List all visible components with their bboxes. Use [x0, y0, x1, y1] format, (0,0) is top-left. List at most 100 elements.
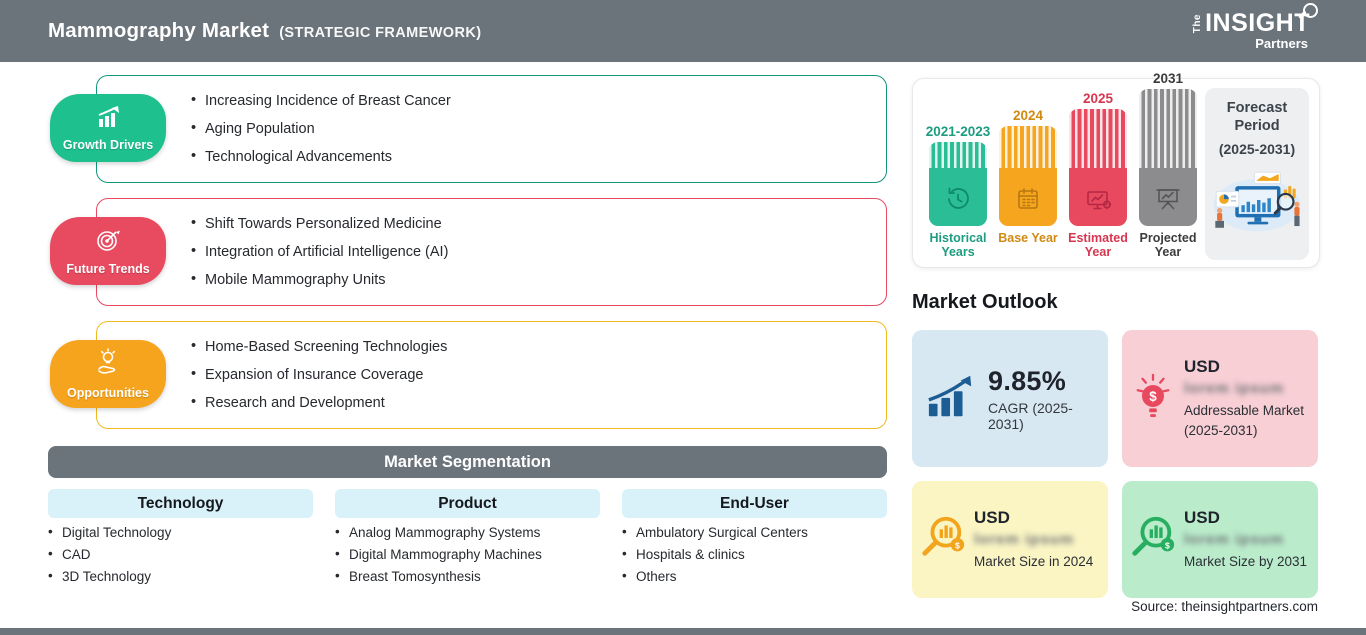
cagr-label: CAGR (2025-2031): [988, 399, 1073, 432]
projector-screen-icon: [1154, 186, 1182, 217]
magnifier-chart-icon: $: [917, 513, 969, 566]
list-item: Technological Advancements: [191, 148, 886, 165]
svg-text:$: $: [1165, 541, 1170, 551]
timeline-year: 2021-2023: [925, 124, 991, 139]
technology-list: Digital Technology CAD 3D Technology: [48, 524, 323, 584]
future-trends-box: Shift Towards Personalized Medicine Inte…: [96, 198, 887, 306]
list-item: Others: [622, 568, 897, 584]
market-segmentation-bar: Market Segmentation: [48, 446, 887, 478]
page-title: Mammography Market: [48, 19, 270, 42]
list-item: 3D Technology: [48, 568, 323, 584]
currency-label: USD: [974, 507, 1010, 527]
header-titles: Mammography Market (STRATEGIC FRAMEWORK): [48, 19, 481, 43]
market-size-2031-card: $ USD lorem ipsum Market Size by 2031: [1122, 481, 1318, 598]
svg-text:$: $: [955, 541, 960, 551]
timeline-label: Historical Years: [929, 231, 987, 260]
timeline-bar: [1069, 109, 1127, 226]
timeline-col-projected: 2031 Projected Year: [1137, 71, 1199, 260]
insight-partners-logo: The INSIGHT Partners: [1192, 3, 1318, 51]
list-item: Increasing Incidence of Breast Cancer: [191, 92, 886, 109]
list-item: Ambulatory Surgical Centers: [622, 524, 897, 540]
timeline-col-estimated: 2025 Estimated Year: [1067, 91, 1129, 260]
list-item: Mobile Mammography Units: [191, 271, 886, 288]
badge-label: Future Trends: [66, 262, 150, 276]
opportunities-box: Home-Based Screening Technologies Expans…: [96, 321, 887, 429]
forecast-timeline-card: 2021-2023 Historical Years 2024: [912, 71, 1320, 268]
segmentation-header-end-user: End-User: [622, 489, 887, 518]
list-item: CAD: [48, 546, 323, 562]
list-item: Research and Development: [191, 394, 886, 411]
calendar-icon: [1015, 186, 1041, 217]
magnifier-chart-icon: $: [1127, 513, 1179, 566]
list-item: Breast Tomosynthesis: [335, 568, 610, 584]
cagr-card: 9.85% CAGR (2025-2031): [912, 330, 1108, 467]
analytics-illustration: [1205, 167, 1309, 238]
cagr-card-body: 9.85% CAGR (2025-2031): [988, 366, 1098, 432]
list-item: Expansion of Insurance Coverage: [191, 366, 886, 383]
timeline-bar: [1139, 89, 1197, 226]
logo-partners: Partners: [1255, 36, 1308, 51]
redacted-value: lorem ipsum: [974, 530, 1075, 548]
market-size-2024-body: USD lorem ipsum Market Size in 2024: [974, 508, 1108, 572]
monitor-gear-icon: [1084, 186, 1112, 217]
magnifier-icon: [1303, 3, 1318, 18]
logo-main: INSIGHT Partners: [1205, 3, 1318, 51]
page-subtitle: (STRATEGIC FRAMEWORK): [279, 25, 482, 41]
badge-label: Opportunities: [67, 386, 149, 400]
timeline-label: Base Year: [998, 231, 1058, 245]
growth-drivers-badge: Growth Drivers: [50, 94, 166, 162]
list-item: Hospitals & clinics: [622, 546, 897, 562]
list-item: Digital Technology: [48, 524, 323, 540]
header: Mammography Market (STRATEGIC FRAMEWORK)…: [0, 0, 1366, 62]
end-user-list: Ambulatory Surgical Centers Hospitals & …: [622, 524, 897, 584]
card-label: Market Size by 2031: [1184, 553, 1308, 569]
redacted-value: lorem ipsum: [1184, 530, 1285, 548]
list-item: Digital Mammography Machines: [335, 546, 610, 562]
cagr-value: 9.85%: [988, 365, 1067, 396]
card-label: Addressable Market (2025-2031): [1184, 402, 1305, 438]
segmentation-header-product: Product: [335, 489, 600, 518]
growth-bars-arrow-icon: [93, 105, 123, 135]
history-clock-icon: [945, 186, 971, 217]
list-item: Aging Population: [191, 120, 886, 137]
growth-arrow-chart-icon: [926, 374, 976, 423]
timeline-year: 2024: [1012, 108, 1044, 123]
timeline-year: 2031: [1152, 71, 1184, 86]
list-item: Home-Based Screening Technologies: [191, 338, 886, 355]
card-label: Market Size in 2024: [974, 553, 1094, 569]
footer-bar: [0, 628, 1366, 635]
market-outlook-title: Market Outlook: [912, 291, 1058, 313]
bulb-dollar-icon: $: [1131, 371, 1175, 426]
timeline-col-base: 2024 Base Year: [997, 108, 1059, 260]
timeline-bar: [929, 142, 987, 226]
logo-the: The: [1192, 14, 1204, 34]
timeline-year: 2025: [1082, 91, 1114, 106]
product-list: Analog Mammography Systems Digital Mammo…: [335, 524, 610, 584]
timeline-bars: 2021-2023 Historical Years 2024: [925, 71, 1199, 260]
market-size-2031-body: USD lorem ipsum Market Size by 2031: [1184, 508, 1318, 572]
growth-drivers-box: Increasing Incidence of Breast Cancer Ag…: [96, 75, 887, 183]
timeline-label: Projected Year: [1139, 231, 1197, 260]
redacted-value: lorem ipsum: [1184, 379, 1285, 397]
currency-label: USD: [1184, 356, 1220, 376]
future-trends-badge: Future Trends: [50, 217, 166, 285]
segmentation-header-technology: Technology: [48, 489, 313, 518]
timeline-col-historical: 2021-2023 Historical Years: [925, 124, 991, 260]
list-item: Integration of Artificial Intelligence (…: [191, 243, 886, 260]
market-size-2024-card: $ USD lorem ipsum Market Size in 2024: [912, 481, 1108, 598]
badge-label: Growth Drivers: [62, 137, 154, 152]
addressable-card-body: USD lorem ipsum Addressable Market (2025…: [1184, 357, 1318, 440]
bulb-hand-icon: [93, 348, 123, 383]
timeline-bar: [999, 126, 1057, 226]
currency-label: USD: [1184, 507, 1220, 527]
forecast-period-label: Forecast Period: [1226, 100, 1288, 135]
opportunities-badge: Opportunities: [50, 340, 166, 408]
list-item: Analog Mammography Systems: [335, 524, 610, 540]
target-dart-icon: [93, 226, 123, 259]
forecast-period-range: (2025-2031): [1218, 141, 1296, 158]
addressable-market-card: $ USD lorem ipsum Addressable Market (20…: [1122, 330, 1318, 467]
source-attribution: Source: theinsightpartners.com: [1131, 599, 1318, 614]
timeline-label: Estimated Year: [1068, 231, 1128, 260]
svg-text:$: $: [1149, 389, 1157, 404]
